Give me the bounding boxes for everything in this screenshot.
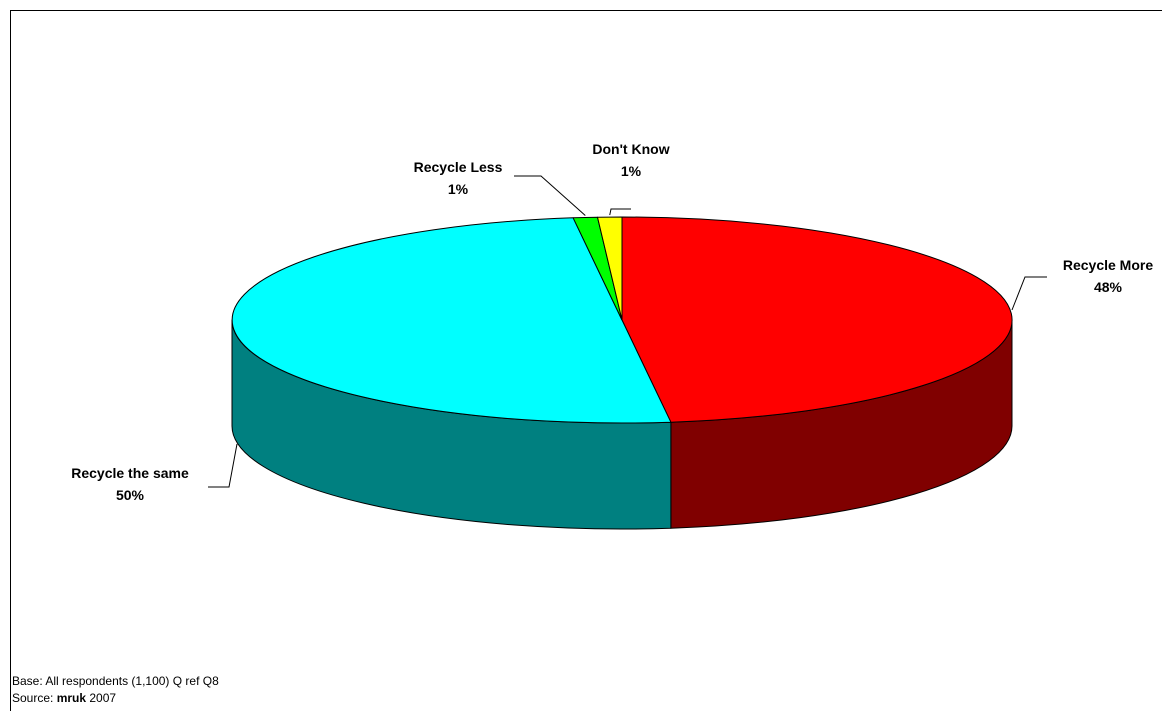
slice-value-recycle-the-same: 50% (116, 487, 145, 503)
source-prefix: Source: (12, 691, 57, 705)
source-year: 2007 (86, 691, 117, 705)
source-note: Source: mruk 2007 (12, 690, 219, 707)
leader-line-recycle-more (1011, 276, 1047, 311)
chart-footnote: Base: All respondents (1,100) Q ref Q8 S… (12, 673, 219, 707)
leader-line-recycle-less (514, 175, 586, 216)
pie-sides (231, 319, 1013, 530)
slice-value-recycle-more: 48% (1094, 279, 1123, 295)
base-note: Base: All respondents (1,100) Q ref Q8 (12, 674, 219, 688)
leader-line-dont-know (609, 208, 631, 216)
slice-value-dont-know: 1% (621, 163, 642, 179)
chart-frame (10, 10, 1162, 711)
pie-tops (231, 216, 1013, 424)
source-brand: mruk (56, 691, 87, 705)
slice-top-dont-know (597, 216, 623, 321)
slice-top-recycle-the-same (231, 217, 672, 424)
leader-line-recycle-the-same (208, 443, 238, 488)
slice-label-recycle-more: Recycle More (1063, 257, 1153, 273)
slice-label-recycle-less: Recycle Less (414, 159, 503, 175)
slice-label-dont-know: Don't Know (592, 141, 669, 157)
slice-label-recycle-the-same: Recycle the same (71, 465, 189, 481)
label-leaders (208, 175, 1047, 488)
slice-value-recycle-less: 1% (448, 181, 469, 197)
slice-top-recycle-more (621, 216, 1013, 423)
